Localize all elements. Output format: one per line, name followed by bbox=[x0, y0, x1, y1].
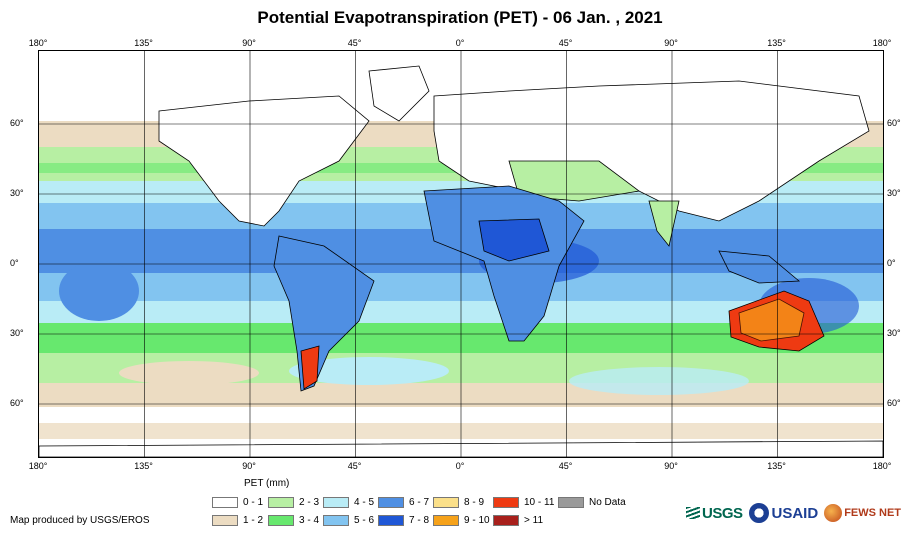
lon-label-top: 90° bbox=[664, 38, 678, 48]
lat-label-left: 60° bbox=[10, 398, 24, 408]
lon-label-top: 90° bbox=[242, 38, 256, 48]
lon-label-top: 0° bbox=[455, 38, 465, 48]
pet-map-canvas bbox=[39, 51, 883, 457]
fews-logo-text: FEWS NET bbox=[844, 507, 902, 519]
legend-label: 8 - 9 bbox=[464, 497, 485, 508]
graticule bbox=[39, 51, 883, 457]
usgs-logo-text: USGS bbox=[702, 504, 743, 522]
legend-swatch bbox=[212, 497, 238, 508]
legend-swatch bbox=[323, 497, 349, 508]
legend-title: PET (mm) bbox=[244, 478, 290, 489]
usaid-logo: USAID bbox=[748, 503, 819, 523]
usgs-logo: USGS bbox=[686, 505, 743, 522]
lat-label-left: 0° bbox=[10, 258, 19, 268]
lat-label-right: 30° bbox=[887, 328, 901, 338]
legend-label: No Data bbox=[589, 497, 626, 508]
fews-net-logo: FEWS NET bbox=[824, 504, 901, 522]
legend-label: 9 - 10 bbox=[464, 515, 490, 526]
lat-label-left: 60° bbox=[10, 118, 24, 128]
map-credit: Map produced by USGS/EROS bbox=[10, 515, 150, 526]
legend-swatch bbox=[378, 515, 404, 526]
legend-swatch bbox=[433, 515, 459, 526]
legend-swatch bbox=[558, 497, 584, 508]
agency-logos: USGS USAID FEWS NET bbox=[686, 498, 901, 528]
lon-label-bottom: 0° bbox=[455, 461, 465, 471]
legend-item: 2 - 3 bbox=[268, 497, 319, 508]
legend-label: 0 - 1 bbox=[243, 497, 264, 508]
lon-label-bottom: 135° bbox=[767, 461, 786, 471]
legend-swatch bbox=[268, 497, 294, 508]
legend-label: 4 - 5 bbox=[354, 497, 375, 508]
lat-label-right: 60° bbox=[887, 118, 901, 128]
legend-label: 5 - 6 bbox=[354, 515, 375, 526]
lat-label-right: 0° bbox=[887, 258, 896, 268]
usgs-wave-icon bbox=[686, 507, 700, 519]
legend-item: 1 - 2 bbox=[212, 515, 263, 526]
legend-label: 10 - 11 bbox=[524, 497, 555, 508]
legend-item: 9 - 10 bbox=[433, 515, 490, 526]
lon-label-bottom: 90° bbox=[242, 461, 256, 471]
legend-item: 6 - 7 bbox=[378, 497, 429, 508]
legend-swatch bbox=[323, 515, 349, 526]
lon-label-top: 45° bbox=[558, 38, 573, 48]
legend-swatch bbox=[268, 515, 294, 526]
legend-swatch bbox=[378, 497, 404, 508]
map-title: Potential Evapotranspiration (PET) - 06 … bbox=[257, 8, 663, 27]
lon-label-bottom: 45° bbox=[347, 461, 362, 471]
lon-label-top: 135° bbox=[767, 38, 786, 48]
legend-item: No Data bbox=[558, 497, 626, 508]
legend-item: 0 - 1 bbox=[212, 497, 263, 508]
legend-label: 3 - 4 bbox=[299, 515, 320, 526]
legend-item: 10 - 11 bbox=[493, 497, 554, 508]
lon-label-bottom: 180° bbox=[28, 461, 48, 471]
legend-label: 2 - 3 bbox=[299, 497, 320, 508]
usaid-logo-text: USAID bbox=[771, 504, 819, 522]
lat-label-left: 30° bbox=[10, 188, 24, 198]
legend-swatch bbox=[433, 497, 459, 508]
legend-item: 4 - 5 bbox=[323, 497, 374, 508]
legend-swatch bbox=[493, 515, 519, 526]
legend-item: 3 - 4 bbox=[268, 515, 319, 526]
pet-map bbox=[38, 50, 884, 458]
lon-label-top: 135° bbox=[134, 38, 153, 48]
lat-label-right: 30° bbox=[887, 188, 901, 198]
legend-label: 7 - 8 bbox=[409, 515, 430, 526]
legend-swatch bbox=[212, 515, 238, 526]
lat-label-right: 60° bbox=[887, 398, 901, 408]
legend-label: 6 - 7 bbox=[409, 497, 430, 508]
lon-label-top: 180° bbox=[28, 38, 48, 48]
lon-label-bottom: 45° bbox=[558, 461, 573, 471]
lon-label-bottom: 180° bbox=[872, 461, 892, 471]
legend-swatch bbox=[493, 497, 519, 508]
fews-globe-icon bbox=[824, 504, 843, 522]
legend-item: 8 - 9 bbox=[433, 497, 484, 508]
legend-item: > 11 bbox=[493, 515, 543, 526]
usaid-seal-icon bbox=[748, 503, 769, 523]
legend-label: > 11 bbox=[524, 515, 543, 526]
lon-label-top: 180° bbox=[872, 38, 892, 48]
lat-label-left: 30° bbox=[10, 328, 24, 338]
legend-label: 1 - 2 bbox=[243, 515, 264, 526]
lon-label-top: 45° bbox=[347, 38, 362, 48]
lon-label-bottom: 135° bbox=[134, 461, 153, 471]
legend-item: 5 - 6 bbox=[323, 515, 374, 526]
legend-item: 7 - 8 bbox=[378, 515, 429, 526]
lon-label-bottom: 90° bbox=[664, 461, 678, 471]
